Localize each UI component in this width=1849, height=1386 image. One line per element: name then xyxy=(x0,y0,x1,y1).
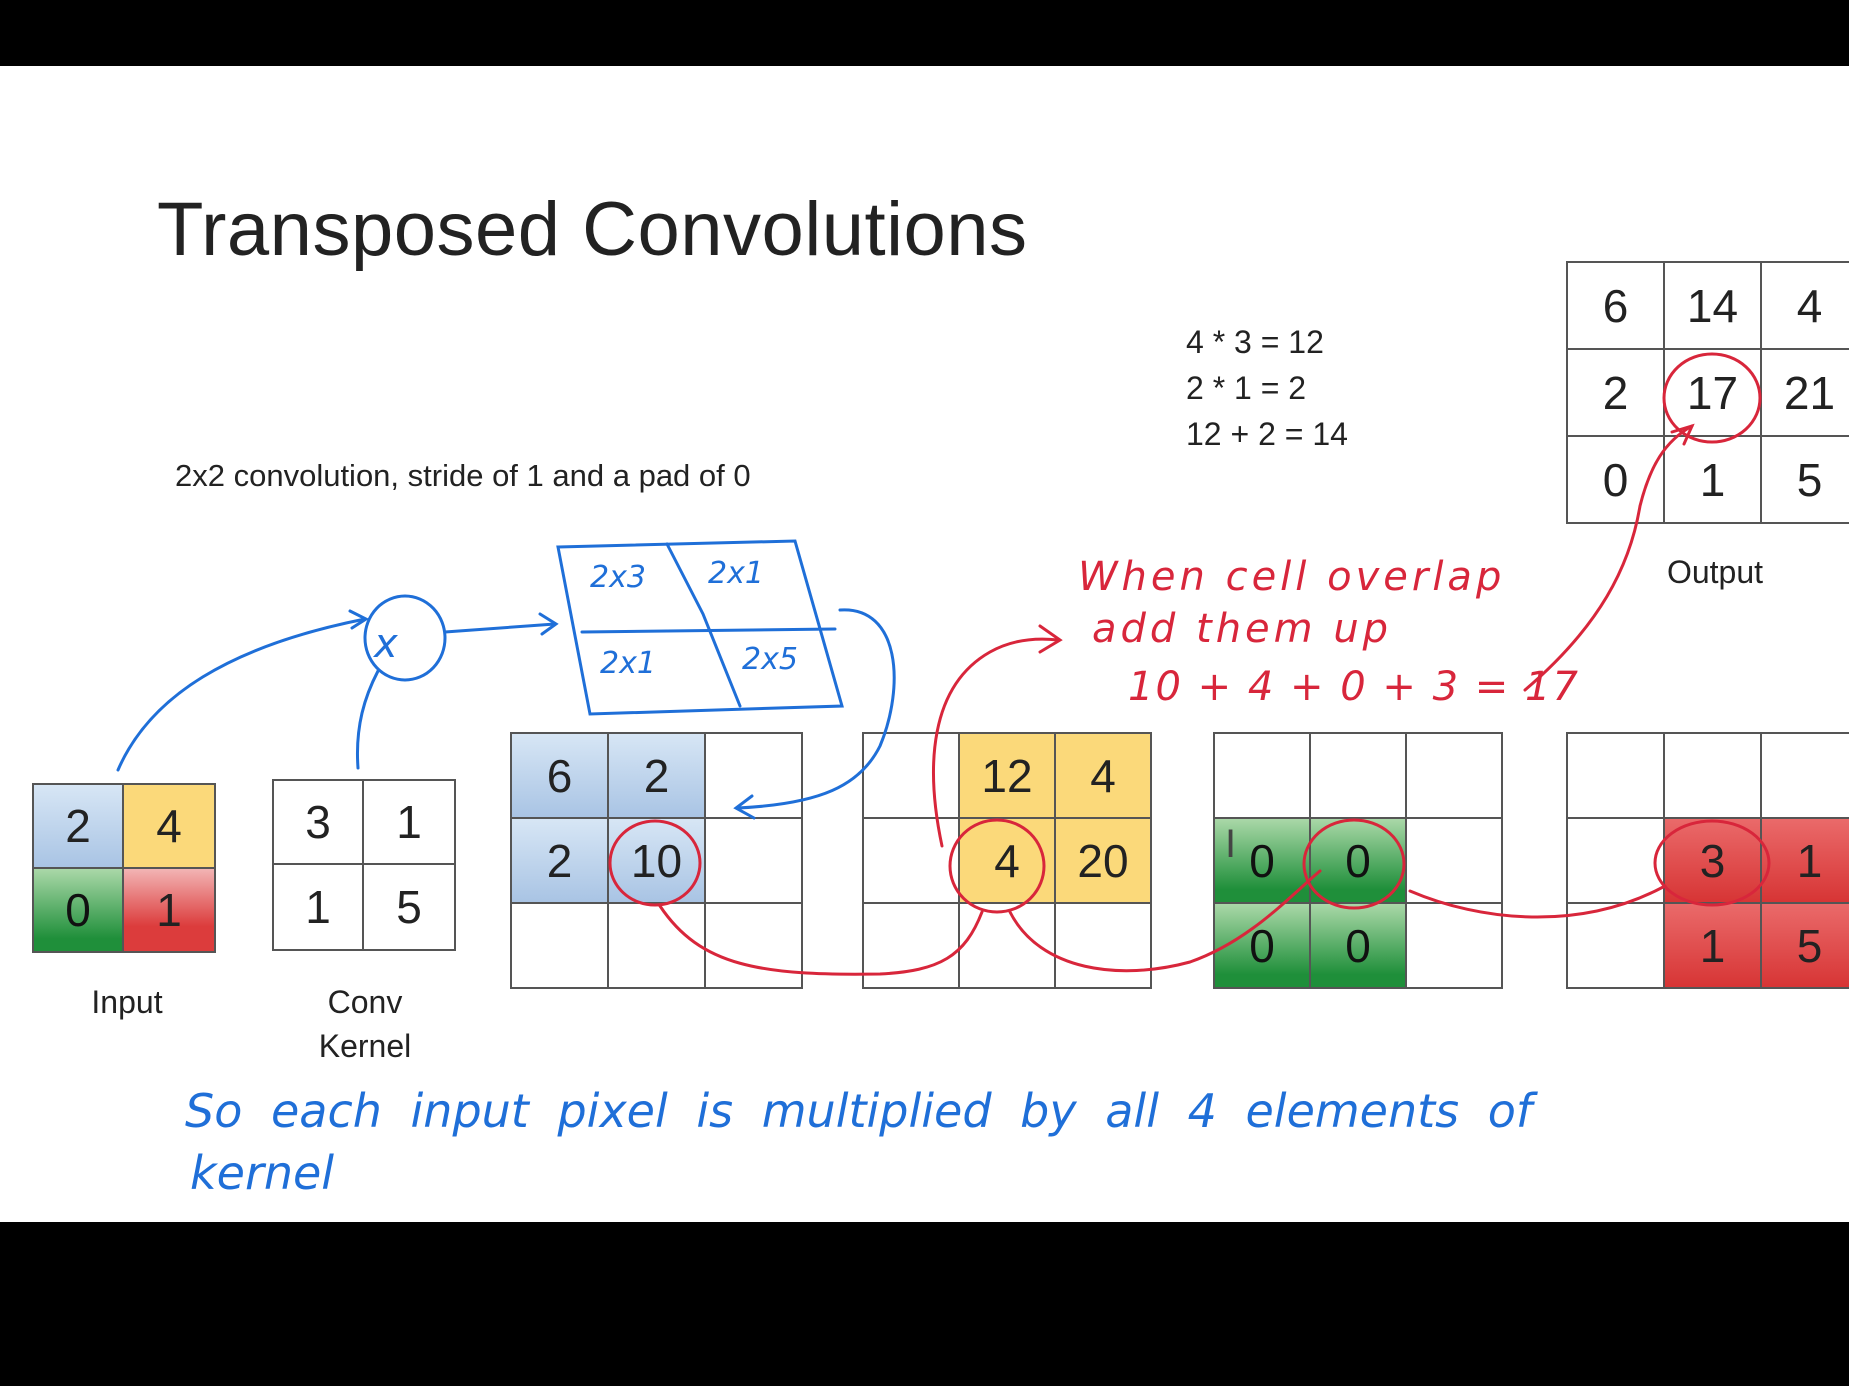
output-cell: 14 xyxy=(1663,261,1762,350)
multiply-circle xyxy=(363,594,447,682)
input-label: Input xyxy=(91,984,163,1020)
highlight-circle xyxy=(1302,818,1406,910)
output-highlight-circle xyxy=(1662,352,1762,444)
note-add: add them up xyxy=(1092,606,1393,652)
red-ink xyxy=(608,352,1771,976)
arrowhead xyxy=(1670,423,1695,446)
partial-cell: 5 xyxy=(1760,902,1849,989)
partial-cell: 0 xyxy=(1213,902,1311,989)
ink-strokes xyxy=(116,352,1771,976)
partial-cell xyxy=(1054,902,1152,989)
partial-cell xyxy=(1405,902,1503,989)
arrow-to-output xyxy=(1523,424,1694,692)
kernel-label-2: Kernel xyxy=(318,1028,412,1064)
arrow-multiply-to-products xyxy=(443,622,557,634)
products-box xyxy=(556,539,844,716)
kernel-cell: 5 xyxy=(362,863,456,951)
partial-cell xyxy=(704,902,803,989)
arrow-to-note xyxy=(932,637,1060,848)
arrowhead xyxy=(733,794,756,820)
input-cell: 1 xyxy=(122,867,216,953)
arrowhead xyxy=(348,609,370,630)
connector xyxy=(1408,884,1667,919)
connector xyxy=(658,904,984,976)
partial-cell: 1 xyxy=(1663,902,1762,989)
partial-cell: 0 xyxy=(1309,817,1407,904)
partial-cell: 2 xyxy=(607,732,706,819)
partial-cell: 20 xyxy=(1054,817,1152,904)
arrow-products-to-grid xyxy=(736,608,896,810)
note-sum: 10 + 4 + 0 + 3 = 17 xyxy=(1128,664,1580,710)
products-box-divider xyxy=(580,627,837,634)
arrow-input-to-multiply xyxy=(116,617,367,772)
note-explanation-1: So each input pixel is multiplied by all… xyxy=(185,1084,1533,1138)
connector xyxy=(1008,869,1322,973)
product-label: 2x5 xyxy=(742,642,798,677)
note-overlap: When cell overlap xyxy=(1078,554,1506,600)
kernel-label-1: Conv xyxy=(327,984,403,1020)
slide-title: Transposed Convolutions xyxy=(157,187,1028,272)
arrowhead xyxy=(1038,624,1063,654)
multiply-symbol: x xyxy=(374,621,398,667)
input-cell: 2 xyxy=(32,783,124,869)
highlight-circle xyxy=(1653,819,1771,907)
partial-cell: 0 xyxy=(1213,817,1311,904)
output-label: Output xyxy=(1666,554,1764,590)
input-cell: 0 xyxy=(32,867,124,953)
blue-ink xyxy=(116,539,896,820)
text-cursor: I xyxy=(1225,822,1237,866)
arrowhead xyxy=(538,612,559,636)
partial-cell: 4 xyxy=(958,817,1056,904)
highlight-circle xyxy=(608,819,702,907)
calc-line-1: 4 * 3 = 12 xyxy=(1186,324,1324,360)
slide: Transposed Convolutions 2x2 convolution,… xyxy=(0,66,1849,1222)
calc-line-3: 12 + 2 = 14 xyxy=(1186,416,1348,452)
highlight-circle xyxy=(948,818,1046,914)
product-label: 2x1 xyxy=(708,556,764,591)
partial-cell: 0 xyxy=(1309,902,1407,989)
slide-subtitle: 2x2 convolution, stride of 1 and a pad o… xyxy=(175,458,751,493)
product-label: 2x3 xyxy=(590,560,646,595)
arrow-kernel-to-multiply xyxy=(355,669,380,770)
partial-cell: 1 xyxy=(1760,817,1849,904)
output-cell: 4 xyxy=(1760,261,1849,350)
products-box-divider xyxy=(665,542,742,708)
output-cell: 5 xyxy=(1760,435,1849,524)
product-label: 2x1 xyxy=(600,646,656,681)
calc-line-2: 2 * 1 = 2 xyxy=(1186,370,1307,406)
note-explanation-2: kernel xyxy=(190,1146,335,1200)
